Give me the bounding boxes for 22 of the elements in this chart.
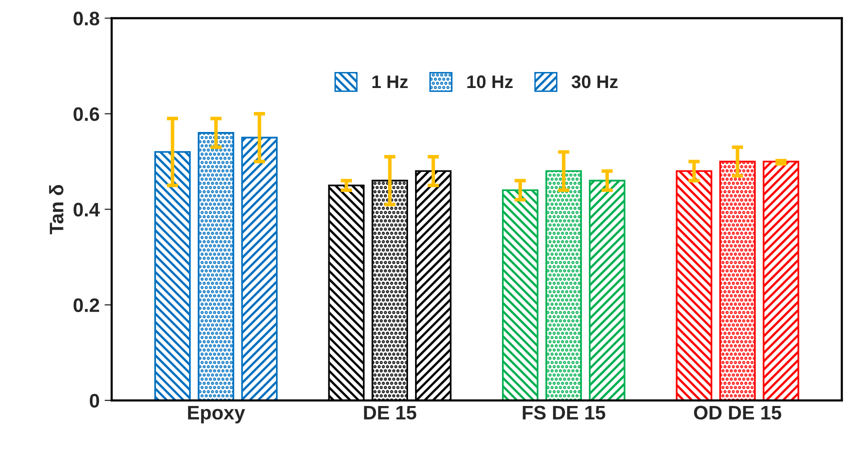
bar — [198, 132, 234, 400]
bar — [762, 160, 800, 400]
bar — [241, 136, 278, 400]
legend-label: 1 Hz — [372, 76, 408, 88]
y-tick-label: 0.6 — [74, 107, 100, 121]
x-tick-label: FS DE 15 — [522, 406, 606, 420]
y-tick-label: 0.4 — [74, 202, 100, 217]
legend-label: 30 Hz — [572, 75, 618, 88]
x-tick-label: OD DE 15 — [694, 406, 782, 420]
x-tick-label: Epoxy — [188, 406, 246, 424]
y-tick-label: 0.8 — [74, 12, 100, 26]
x-tick-label: DE 15 — [364, 406, 416, 420]
bar — [676, 170, 712, 400]
legend-label: 10 Hz — [467, 75, 513, 88]
bar — [502, 189, 538, 400]
bar — [719, 160, 756, 400]
bar — [545, 170, 582, 400]
y-tick-label: 0.2 — [74, 298, 100, 312]
y-tick-label: 0 — [90, 394, 100, 408]
bar — [588, 180, 626, 400]
y-axis-title: Tan δ — [49, 184, 64, 234]
bar — [154, 151, 191, 400]
